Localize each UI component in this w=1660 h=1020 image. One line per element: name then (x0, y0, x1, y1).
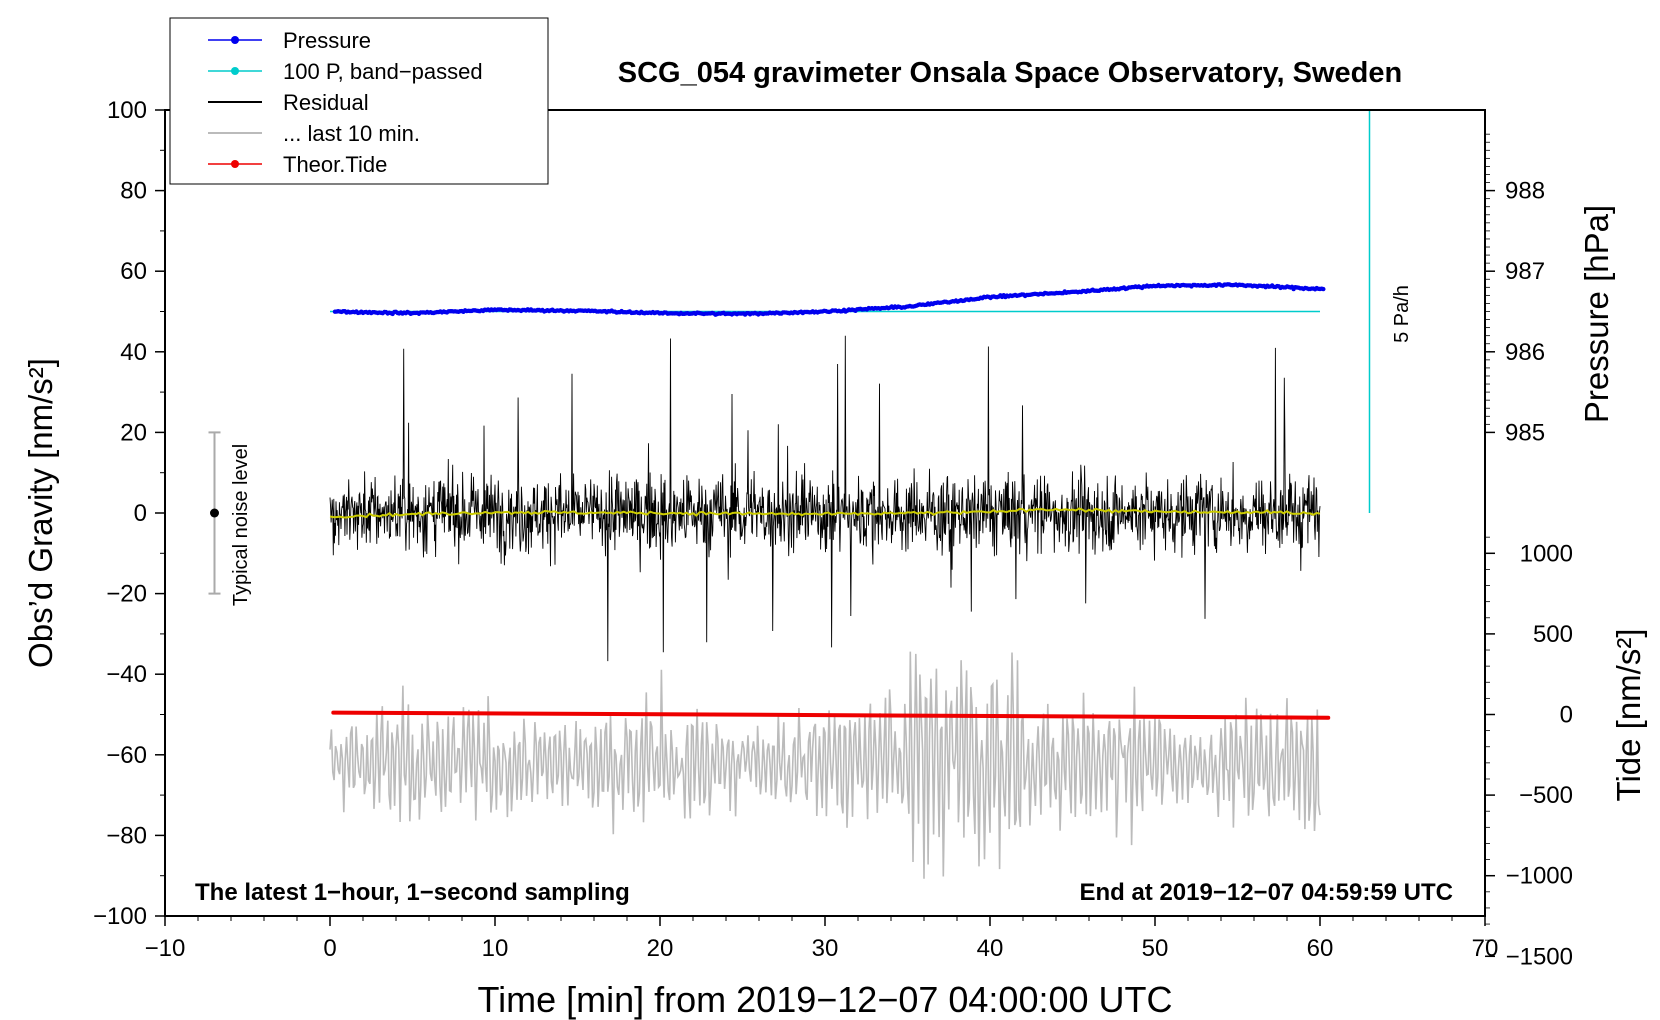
y-axis-label-left: Obs’d Gravity [nm/s²] (22, 358, 59, 668)
x-axis-label: Time [min] from 2019−12−07 04:00:00 UTC (477, 979, 1172, 1020)
pressure-tick-label: 988 (1505, 178, 1545, 205)
tide-tick-label: 0 (1560, 702, 1573, 729)
x-tick-label: 70 (1472, 935, 1499, 962)
y-axis-label-tide: Tide [nm/s²] (1610, 629, 1647, 802)
series-residual (329, 335, 1321, 662)
plot-layer (208, 110, 1371, 879)
y-tick-label: 60 (120, 258, 147, 285)
series-residual-mean (329, 507, 1321, 519)
y-tick-label: 100 (107, 97, 147, 124)
rate-label: 5 Pa/h (1391, 285, 1413, 343)
y-tick-label: −20 (106, 581, 147, 608)
y-tick-label: 80 (120, 178, 147, 205)
legend-label-residual: Residual (283, 90, 369, 115)
x-tick-label: 0 (323, 935, 336, 962)
legend-entry-theor-tide: Theor.Tide (208, 152, 387, 177)
y-tick-label: 0 (134, 500, 147, 527)
noise-bar-center (210, 508, 219, 518)
pressure-tick-label: 986 (1505, 339, 1545, 366)
footer-left-note: The latest 1−hour, 1−second sampling (195, 879, 630, 906)
legend-entry-band-passed: 100 P, band−passed (208, 59, 483, 84)
series-theor-tide (331, 710, 1331, 720)
axes-layer: −10 0 10 20 30 40 50 60 70100806040200−20−40−60−… (93, 97, 1573, 970)
legend-label-band-passed: 100 P, band−passed (283, 59, 483, 84)
legend-label-pressure: Pressure (283, 28, 371, 53)
y-tick-label: 20 (120, 419, 147, 446)
x-tick-label: −10 (145, 935, 186, 962)
noise-level-bar (208, 431, 221, 595)
pressure-point (1321, 286, 1326, 292)
y-tick-label: −40 (106, 661, 147, 688)
tide-tick-label: 500 (1533, 621, 1573, 648)
legend-entry-pressure: Pressure (208, 28, 371, 53)
legend-entry-last-10-min: ... last 10 min. (208, 121, 420, 146)
y-tick-label: −80 (106, 822, 147, 849)
series-pressure (332, 282, 1326, 317)
tide-tick-label: −500 (1519, 782, 1573, 809)
chart-title: SCG_054 gravimeter Onsala Space Observat… (618, 57, 1402, 89)
pressure-tick-label: 985 (1505, 419, 1545, 446)
tide-tick-label: −1000 (1506, 863, 1573, 890)
x-tick-label: 30 (812, 935, 839, 962)
legend-label-last-10-min: ... last 10 min. (283, 121, 420, 146)
legend-label-theor-tide: Theor.Tide (283, 152, 387, 177)
tide-tick-label: −1500 (1506, 943, 1573, 970)
y-tick-label: 40 (120, 339, 147, 366)
y-tick-label: −100 (93, 903, 147, 930)
y-axis-label-pressure: Pressure [hPa] (1578, 205, 1615, 423)
footer-right-note: End at 2019−12−07 04:59:59 UTC (1079, 879, 1453, 906)
x-tick-label: 10 (482, 935, 509, 962)
y-tick-label: −60 (106, 742, 147, 769)
x-tick-label: 50 (1142, 935, 1169, 962)
tide-tick-label: 1000 (1520, 540, 1573, 567)
tide-line (331, 710, 1331, 720)
noise-level-label: Typical noise level (230, 444, 252, 606)
x-tick-label: 60 (1307, 935, 1334, 962)
pressure-tick-label: 987 (1505, 258, 1545, 285)
legend: Pressure 100 P, band−passed Residual ...… (169, 17, 549, 185)
x-tick-label: 20 (647, 935, 674, 962)
x-tick-label: 40 (977, 935, 1004, 962)
legend-entry-residual: Residual (208, 90, 369, 115)
